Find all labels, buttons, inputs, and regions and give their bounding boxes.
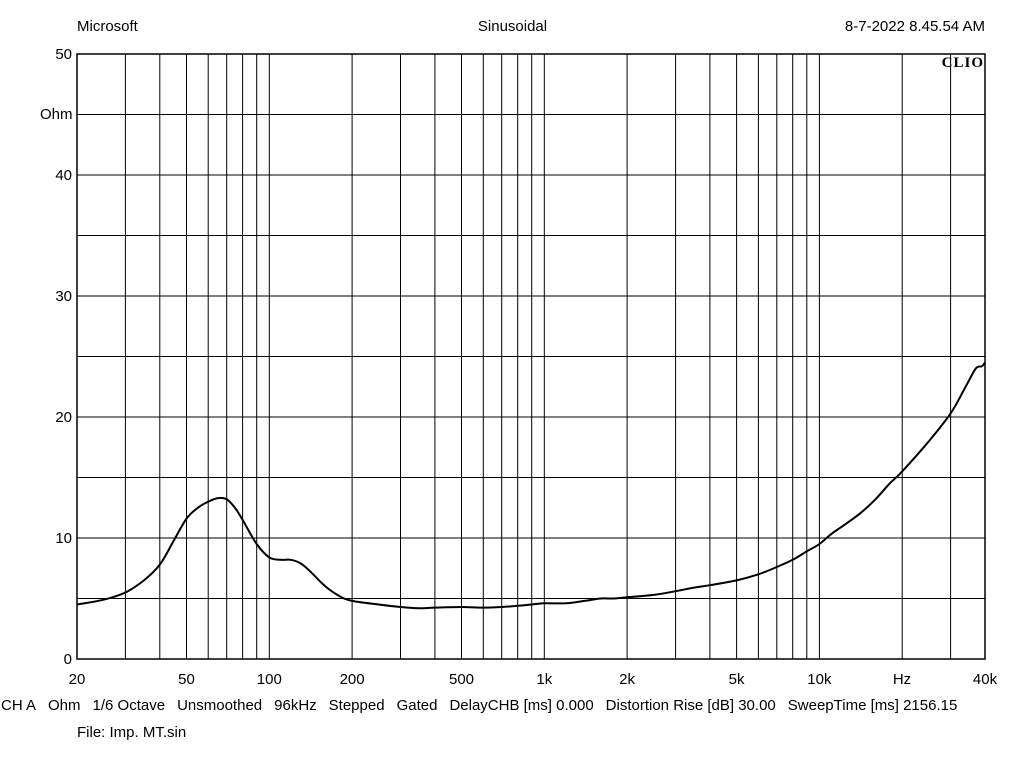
- x-tick-label: 2k: [619, 671, 635, 688]
- plot-frame: [76, 53, 986, 660]
- x-tick-label: 100: [257, 671, 282, 688]
- clio-logo: CLIO: [942, 55, 984, 71]
- x-tick-label: 20: [69, 671, 86, 688]
- y-tick-label: 30: [55, 288, 72, 305]
- grid-lines: [76, 53, 986, 660]
- setting-item: 96kHz: [274, 697, 317, 714]
- y-tick-label: 10: [55, 530, 72, 547]
- y-tick-label: 40: [55, 167, 72, 184]
- header-timestamp: 8-7-2022 8.45.54 AM: [844, 18, 985, 35]
- y-tick-label: 50: [55, 46, 72, 63]
- header-title: Sinusoidal: [477, 18, 548, 35]
- setting-item: Unsmoothed: [177, 697, 263, 714]
- y-tick-label: 0: [64, 651, 72, 668]
- x-tick-label: 200: [340, 671, 365, 688]
- x-tick-label: 1k: [536, 671, 552, 688]
- y-axis-unit-label: Ohm: [40, 106, 73, 123]
- file-name: File: Imp. MT.sin: [77, 724, 187, 741]
- impedance-series-line: [76, 361, 986, 610]
- x-tick-label: 5k: [729, 671, 745, 688]
- setting-item: CH A: [1, 697, 37, 714]
- setting-item: Distortion Rise [dB] 30.00: [605, 697, 776, 714]
- measurement-settings: CH A Ohm 1/6 Octave Unsmoothed 96kHz Stepped G…: [1, 697, 957, 715]
- x-tick-label: 10k: [807, 671, 832, 688]
- setting-item: SweepTime [ms] 2156.15: [787, 697, 958, 714]
- y-tick-label: 20: [55, 409, 72, 426]
- header-left-text: Microsoft: [77, 18, 138, 35]
- x-tick-label: 40k: [973, 671, 998, 688]
- x-axis-tick-labels: 20 50 100 200 500 1k 2k 5k 10k 40k: [69, 671, 998, 688]
- x-tick-label: 500: [449, 671, 474, 688]
- setting-item: 1/6 Octave: [92, 697, 166, 714]
- series-layer: [76, 361, 986, 610]
- y-axis-tick-labels: 0 10 20 30 40 50: [55, 46, 72, 668]
- setting-item: Gated: [396, 697, 438, 714]
- setting-item: Stepped: [328, 697, 385, 714]
- x-tick-label: 50: [178, 671, 195, 688]
- setting-item: Ohm: [48, 697, 81, 714]
- setting-item: DelayCHB [ms] 0.000: [449, 697, 594, 714]
- x-axis-unit-label: Hz: [893, 671, 911, 688]
